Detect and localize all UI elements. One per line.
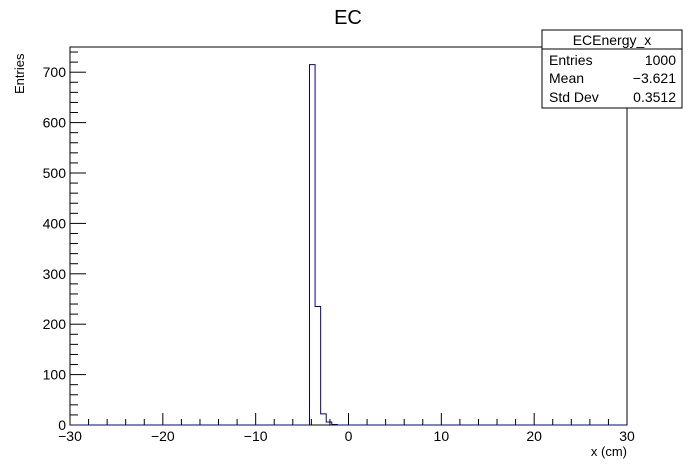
x-tick-label: −20 [151,428,175,444]
y-tick-label: 300 [43,266,67,282]
x-tick-label: 10 [434,428,450,444]
stats-entries-label: Entries [549,52,593,68]
x-tick-label: −10 [244,428,268,444]
histogram-outline [70,64,627,426]
x-tick-label: −30 [58,428,82,444]
y-axis-label: Entries [12,53,27,94]
chart-title: EC [334,7,362,29]
y-axis: 0 100 200 300 400 500 600 700 [43,51,86,433]
stats-box-title: ECEnergy_x [573,32,652,48]
stats-mean-value: −3.621 [633,70,676,86]
stats-stddev-label: Std Dev [549,89,599,105]
y-tick-label: 500 [43,165,67,181]
y-tick-label: 600 [43,115,67,131]
stats-entries-value: 1000 [645,52,676,68]
histogram-bin [315,307,321,425]
x-axis: −30 −20 −10 0 10 20 30 [58,413,635,444]
stats-box-frame [541,29,683,109]
stats-stddev-value: 0.3512 [633,89,676,105]
y-tick-label: 700 [43,64,67,80]
stats-mean-label: Mean [549,70,584,86]
x-tick-label: 20 [526,428,542,444]
y-tick-label: 200 [43,316,67,332]
x-axis-label: x (cm) [591,444,627,459]
y-tick-label: 100 [43,367,67,383]
y-tick-label: 0 [58,417,66,433]
x-tick-label: 30 [619,428,635,444]
x-tick-label: 0 [345,428,353,444]
histogram-bin [310,65,316,425]
y-tick-label: 400 [43,215,67,231]
stats-box: ECEnergy_x Entries 1000 Mean −3.621 Std … [541,29,683,109]
histogram-bin [321,414,327,425]
histogram-bins [70,64,627,426]
